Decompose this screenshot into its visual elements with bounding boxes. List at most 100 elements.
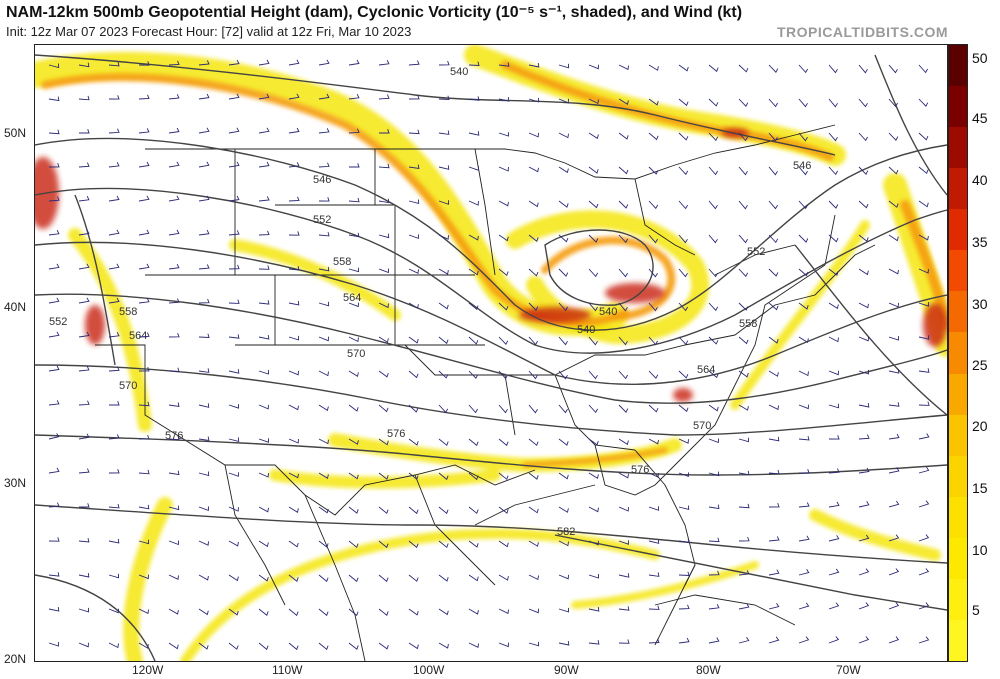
wind-barb [678, 604, 690, 610]
wind-barb [48, 331, 60, 338]
wind-barb [858, 302, 869, 309]
wind-barb [288, 266, 300, 271]
wind-barb [918, 166, 929, 175]
wind-barb [798, 336, 809, 344]
wind-barb [828, 166, 838, 176]
wind-barb [468, 131, 480, 136]
wind-barb [528, 438, 539, 447]
colorbar-segment [949, 537, 967, 580]
wind-barb [108, 61, 120, 67]
wind-barb [588, 573, 599, 579]
colorbar-segment [949, 414, 967, 457]
wind-barb [708, 570, 720, 576]
wind-barb [918, 433, 930, 440]
wind-barb [138, 469, 150, 475]
colorbar-tick: 30 [972, 296, 988, 312]
wind-barb [678, 538, 690, 544]
wind-barb [138, 161, 150, 168]
wind-barb [528, 302, 539, 311]
wind-barb [588, 268, 599, 278]
wind-barb [588, 132, 599, 140]
wind-barb [618, 404, 629, 413]
colorbar-segment [949, 496, 967, 539]
wind-barb [78, 229, 90, 236]
wind-barb [438, 642, 449, 649]
wind-barb [258, 59, 270, 66]
wind-barb [288, 540, 299, 548]
wind-barb [108, 538, 120, 544]
wind-barb [588, 540, 599, 546]
colorbar-segment [949, 291, 967, 333]
wind-barb [798, 200, 809, 210]
wind-barb [738, 570, 750, 576]
wind-barb [378, 336, 389, 343]
wind-barb [618, 64, 629, 71]
height-contours [35, 54, 947, 661]
wind-barb [918, 335, 930, 340]
wind-barb [348, 336, 359, 343]
wind-barb [348, 59, 360, 66]
wind-barb [648, 64, 659, 71]
wind-barb [318, 93, 330, 100]
wind-barb [108, 608, 119, 614]
wind-barb [588, 404, 598, 414]
wind-barb [888, 369, 900, 374]
wind-barb [498, 336, 509, 345]
wind-barb [138, 332, 150, 338]
lat-label: 50N [4, 126, 27, 140]
wind-barb [138, 434, 150, 440]
wind-barb [468, 370, 479, 379]
contour-label: 576 [631, 464, 649, 476]
wind-barb [588, 438, 599, 446]
wind-barb [258, 335, 270, 340]
wind-barb [78, 400, 90, 406]
wind-barb [558, 404, 568, 414]
wind-barb [348, 94, 360, 100]
wind-barb [738, 166, 748, 176]
wind-barb [168, 263, 180, 270]
wind-barb [588, 200, 599, 209]
wind-barbs [48, 59, 930, 651]
lat-label: 20N [4, 652, 27, 666]
wind-barb [498, 200, 509, 207]
wind-barb [738, 437, 750, 443]
wind-barb [318, 404, 329, 412]
forecast-info: Init: 12z Mar 07 2023 Forecast Hour: [72… [6, 24, 412, 39]
wind-barb [138, 608, 149, 615]
wind-barb [108, 642, 119, 649]
wind-barb [378, 302, 389, 309]
wind-barb [378, 163, 390, 169]
wind-barb [408, 302, 419, 309]
wind-barb [168, 608, 179, 615]
wind-barb [168, 229, 180, 236]
wind-barb [138, 642, 149, 649]
wind-barb [798, 370, 809, 377]
wind-barb [138, 574, 149, 580]
wind-barb [318, 370, 329, 377]
wind-barb [48, 641, 59, 647]
wind-barb [768, 569, 780, 576]
wind-barb [258, 540, 269, 548]
wind-barb [558, 472, 569, 480]
wind-barb [379, 129, 390, 134]
wind-barb [108, 128, 120, 134]
map-title: NAM-12km 500mb Geopotential Height (dam)… [6, 4, 743, 21]
wind-barb [918, 401, 930, 406]
contour-label: 582 [557, 526, 575, 538]
wind-barb [558, 506, 569, 513]
wind-barb [648, 166, 659, 175]
wind-barb [798, 435, 810, 441]
wind-barb [858, 402, 870, 408]
wind-barb [258, 127, 270, 134]
wind-barb [528, 132, 539, 138]
wind-barb [678, 472, 689, 478]
wind-barb [798, 302, 809, 310]
wind-barb [918, 64, 928, 74]
wind-barb [198, 264, 210, 270]
wind-barb [348, 128, 360, 134]
wind-barb [918, 268, 929, 274]
wind-barb [618, 166, 629, 175]
wind-barb [648, 268, 658, 278]
wind-barb [258, 574, 269, 582]
contour-label: 576 [387, 428, 405, 440]
